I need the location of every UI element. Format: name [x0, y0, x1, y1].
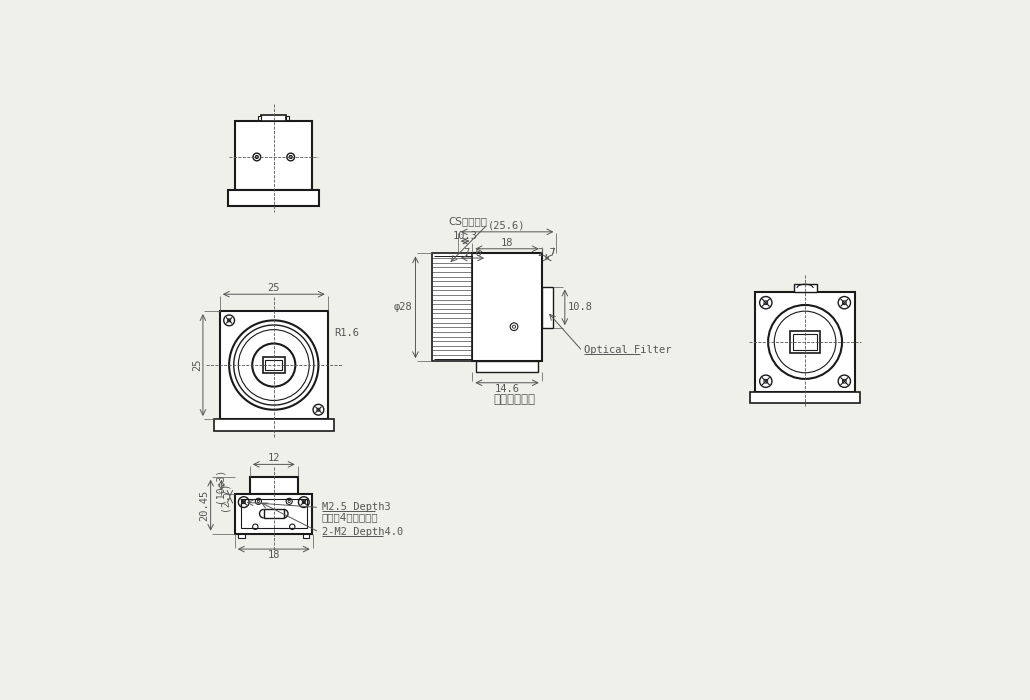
Text: 18: 18 — [268, 550, 280, 560]
Text: 対面同一形状: 対面同一形状 — [493, 393, 536, 406]
Text: CSマウント: CSマウント — [449, 216, 488, 226]
Bar — [433, 253, 473, 361]
Bar — [213, 419, 334, 431]
Text: 10.3: 10.3 — [452, 231, 478, 241]
Text: 25: 25 — [268, 283, 280, 293]
Text: Optical Filter: Optical Filter — [584, 344, 672, 355]
Bar — [241, 499, 307, 528]
Bar — [259, 116, 262, 120]
Text: (10.3): (10.3) — [214, 468, 225, 503]
Bar — [238, 533, 244, 538]
Text: φ28: φ28 — [393, 302, 412, 312]
Circle shape — [289, 155, 293, 158]
Circle shape — [255, 155, 259, 158]
Bar — [473, 253, 542, 361]
Text: 14.6: 14.6 — [494, 384, 519, 394]
Bar — [542, 286, 552, 328]
Bar — [266, 360, 282, 370]
Bar — [793, 284, 817, 292]
Text: (25.6): (25.6) — [488, 220, 526, 231]
Bar — [235, 121, 312, 190]
Bar — [264, 510, 284, 518]
Text: 2.7: 2.7 — [538, 248, 556, 258]
Text: 7.6: 7.6 — [464, 248, 482, 258]
Bar — [790, 331, 821, 353]
Bar — [751, 392, 860, 402]
Text: M2.5 Depth3: M2.5 Depth3 — [321, 503, 390, 512]
Text: ネジ穴4面同一形状: ネジ穴4面同一形状 — [321, 512, 378, 522]
Bar — [286, 116, 289, 120]
Text: 10.8: 10.8 — [568, 302, 593, 312]
Text: 18: 18 — [501, 239, 513, 248]
Bar — [755, 292, 855, 392]
Bar — [229, 190, 319, 206]
Bar — [250, 477, 298, 494]
Text: R1.6: R1.6 — [334, 328, 358, 337]
Bar — [235, 494, 312, 533]
Text: 25: 25 — [192, 359, 202, 371]
Text: 20.45: 20.45 — [200, 489, 209, 521]
Bar — [263, 357, 284, 372]
Bar — [303, 533, 309, 538]
Text: 12: 12 — [268, 453, 280, 463]
Text: 2-M2 Depth4.0: 2-M2 Depth4.0 — [321, 527, 403, 537]
Bar — [262, 115, 286, 121]
Bar — [219, 311, 328, 419]
Bar — [793, 335, 818, 349]
Text: (2.7): (2.7) — [219, 482, 229, 512]
Bar — [476, 361, 538, 372]
